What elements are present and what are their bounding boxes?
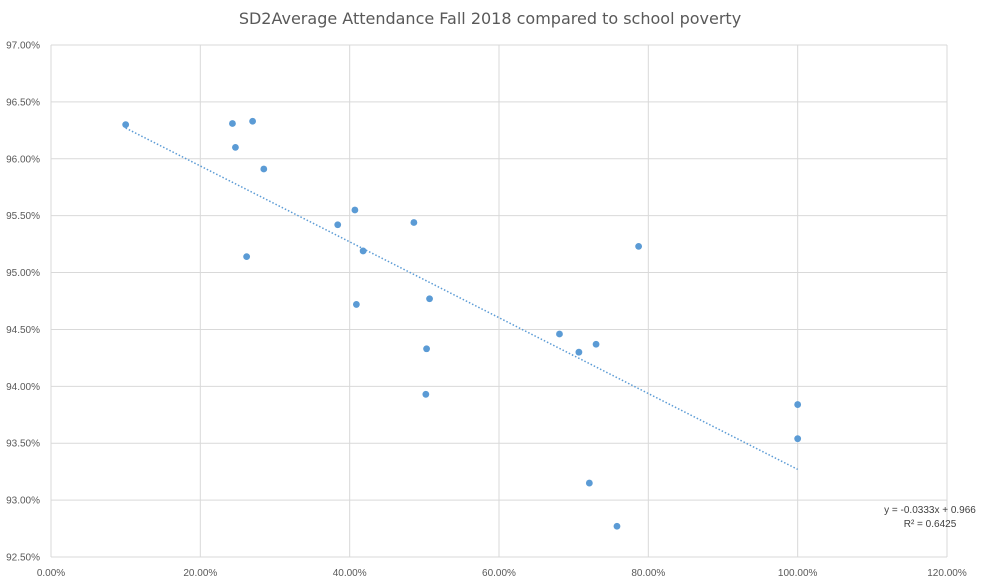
x-tick-label: 80.00% [631,568,665,579]
data-point [122,121,130,129]
data-point [556,330,563,338]
data-point [232,144,239,151]
y-tick-label: 95.50% [6,211,40,222]
data-point [592,340,600,348]
x-tick-label: 0.00% [37,568,65,579]
trendline-equation: y = -0.0333x + 0.966 [884,505,976,516]
data-point [352,301,360,308]
y-tick-label: 94.50% [6,325,40,336]
trendline [125,127,799,471]
data-point [334,221,342,229]
y-tick-label: 93.50% [6,439,40,450]
y-tick-label: 93.00% [6,496,40,507]
data-point [410,219,418,226]
y-tick-label: 97.00% [6,41,40,52]
y-tick-label: 95.00% [6,268,40,279]
chart-title: SD2Average Attendance Fall 2018 compared… [239,9,741,28]
data-point [260,165,268,173]
data-point [426,295,433,303]
trendline-r-squared: R² = 0.6425 [904,519,957,530]
data-point [575,348,583,356]
data-point [422,390,430,398]
y-tick-label: 94.00% [6,382,40,393]
data-point [585,479,593,487]
trendline-layer [125,127,799,471]
x-tick-label: 20.00% [183,568,217,579]
data-point [243,253,251,261]
data-point [794,401,802,408]
data-point [613,522,621,530]
y-tick-label: 96.00% [6,154,40,165]
x-tick-label: 40.00% [333,568,367,579]
data-points [122,117,802,530]
x-axis-tick-labels: 0.00% 20.00% 40.00% 60.00% 80.00% 100.00% 120.… [37,568,967,579]
y-tick-label: 92.50% [6,553,40,564]
data-point [794,435,802,443]
data-point [359,247,367,255]
x-tick-label: 100.00% [778,568,818,579]
y-tick-label: 96.50% [6,97,40,108]
x-tick-label: 60.00% [482,568,516,579]
data-point [351,206,359,214]
data-point [229,120,236,127]
data-point [249,117,256,125]
y-axis-tick-labels: 92.50% 93.00% 93.50% 94.00% 94.50% 95.00% 95.5… [6,41,40,564]
grid-layer [50,44,948,558]
x-tick-label: 120.00% [927,568,967,579]
data-point [635,242,643,250]
data-point [423,345,430,353]
